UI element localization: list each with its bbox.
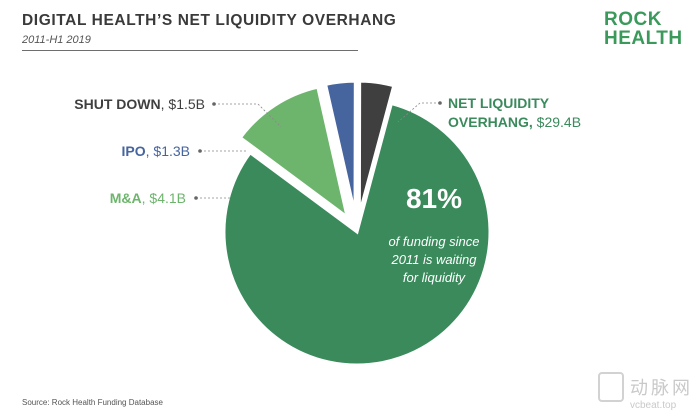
chart-subtitle: 2011-H1 2019 (22, 34, 91, 46)
label-overhang-name-2: OVERHANG, (448, 114, 533, 130)
leader-line-shut-down (214, 103, 282, 128)
chart-title: DIGITAL HEALTH’S NET LIQUIDITY OVERHANG (22, 12, 397, 29)
slice-net-liquidity-overhang (222, 101, 492, 367)
slice-ipo (323, 79, 357, 215)
slice-ma (238, 85, 350, 221)
source-note: Source: Rock Health Funding Database (22, 398, 163, 407)
leader-dot-ipo (198, 149, 202, 153)
label-ipo: IPO, $1.3B (122, 143, 191, 159)
center-text-line-1: of funding since (388, 234, 479, 249)
label-shut-down-name: SHUT DOWN (74, 96, 160, 112)
label-ipo-value: , $1.3B (146, 143, 190, 159)
label-ma: M&A, $4.1B (110, 190, 186, 206)
label-shut-down-value: , $1.5B (161, 96, 205, 112)
label-ma-name: M&A (110, 190, 142, 206)
logo-line-1: ROCK (604, 9, 662, 30)
label-ma-value: , $4.1B (142, 190, 186, 206)
leader-dot-overhang (438, 101, 442, 105)
label-overhang-line-1: NET LIQUIDITY (448, 95, 550, 111)
title-divider (22, 50, 358, 51)
vcbeat-watermark: 动脉网 vcbeat.top (598, 372, 696, 416)
label-overhang-name-1: NET LIQUIDITY (448, 95, 550, 111)
label-overhang-value: $29.4B (533, 114, 581, 130)
logo-line-2: HEALTH (604, 28, 683, 49)
watermark-brand: 动脉网 (630, 378, 693, 398)
center-text-line-3: for liquidity (403, 270, 467, 285)
watermark-url: vcbeat.top (630, 400, 677, 411)
label-shut-down: SHUT DOWN, $1.5B (74, 96, 205, 112)
label-ipo-name: IPO (122, 143, 146, 159)
leader-dot-ma (194, 196, 198, 200)
pie-slices (222, 79, 492, 367)
label-overhang-line-2: OVERHANG, $29.4B (448, 114, 581, 130)
center-text-line-2: 2011 is waiting (390, 252, 477, 267)
rock-health-logo: ROCK HEALTH (604, 10, 683, 48)
watermark-logo-icon (598, 372, 624, 402)
leader-line-overhang (397, 102, 440, 123)
slice-shut-down (357, 79, 396, 215)
center-percent: 81% (406, 183, 462, 214)
leader-dot-shut-down (212, 102, 216, 106)
